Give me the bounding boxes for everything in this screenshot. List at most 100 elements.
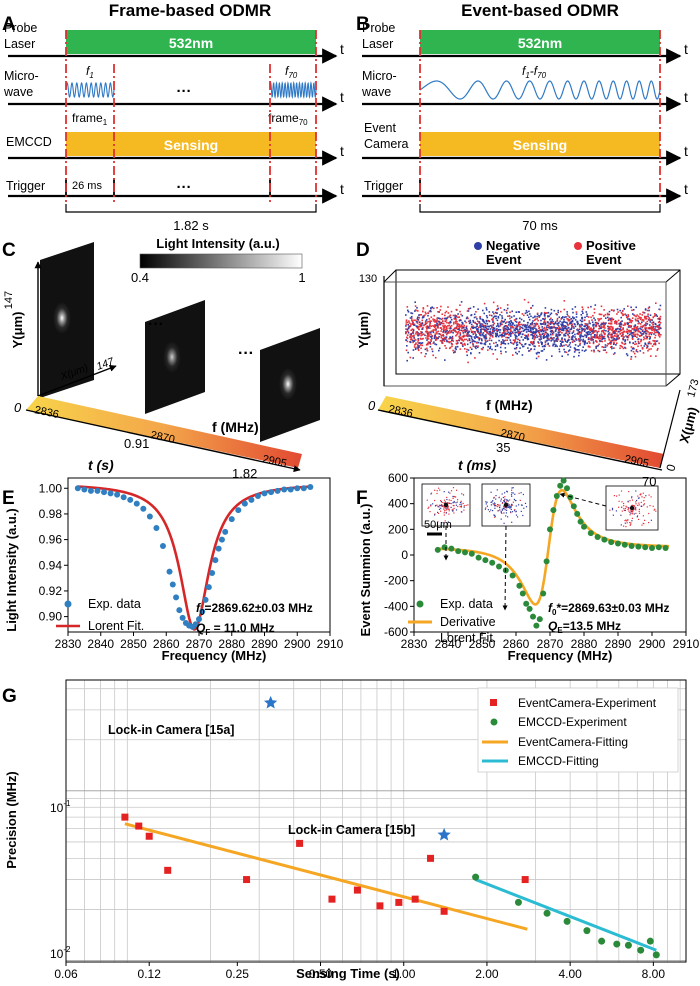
- event-point: [502, 342, 505, 344]
- inset-event-point: [504, 496, 506, 498]
- event-point: [562, 329, 564, 332]
- event-point: [550, 340, 552, 342]
- event-point: [569, 346, 572, 348]
- event-point: [620, 316, 622, 319]
- g-legend-marker-emccd: [490, 718, 498, 726]
- event-point: [511, 342, 513, 344]
- event-point: [532, 320, 534, 322]
- event-point: [594, 335, 596, 337]
- inset-event-point: [621, 510, 623, 512]
- inset-event-point: [631, 520, 633, 522]
- event-point: [644, 322, 647, 324]
- event-point: [632, 350, 635, 353]
- event-point: [613, 330, 615, 333]
- event-point: [528, 330, 531, 333]
- event-point: [424, 348, 427, 351]
- event-point: [655, 302, 657, 304]
- event-point: [468, 339, 471, 342]
- inset-event-point: [624, 507, 627, 509]
- event-point: [640, 317, 642, 319]
- event-point: [505, 351, 507, 353]
- g-emccd-point: [472, 873, 480, 881]
- event-point: [527, 330, 530, 332]
- event-point: [611, 345, 613, 348]
- event-point: [538, 327, 541, 329]
- event-point: [622, 327, 624, 330]
- event-point: [575, 316, 578, 318]
- inset-event-point: [635, 512, 637, 514]
- event-point: [535, 328, 537, 330]
- e-data-point: [241, 500, 248, 507]
- event-point: [515, 328, 518, 330]
- event-point: [593, 327, 595, 330]
- inset-event-point: [463, 505, 465, 507]
- event-point: [603, 315, 605, 317]
- event-point: [543, 335, 545, 337]
- f-data-point: [553, 492, 560, 499]
- event-point: [573, 323, 576, 325]
- event-point: [651, 329, 653, 332]
- event-point: [475, 316, 477, 318]
- event-point: [615, 330, 617, 332]
- event-point: [613, 329, 616, 332]
- event-point: [542, 330, 544, 332]
- x-tick-label: 2910: [673, 637, 700, 651]
- event-point: [537, 325, 540, 327]
- inset-event-point: [437, 511, 439, 513]
- mw-label-a2: wave: [3, 85, 33, 99]
- event-point: [559, 328, 562, 330]
- inset-event-point: [484, 508, 486, 510]
- e-data-point: [228, 516, 235, 523]
- event-point: [590, 327, 592, 329]
- event-point: [472, 345, 475, 348]
- event-point: [421, 319, 423, 322]
- event-point: [513, 329, 516, 331]
- inset-event-point: [508, 504, 510, 506]
- event-point: [585, 311, 588, 313]
- inset-event-point: [631, 517, 633, 519]
- event-point: [439, 333, 442, 335]
- event-point: [544, 336, 547, 338]
- event-point: [438, 333, 440, 335]
- event-point: [476, 320, 479, 322]
- event-point: [604, 332, 606, 335]
- event-point: [504, 332, 507, 334]
- event-point: [522, 339, 524, 341]
- event-point: [561, 324, 563, 327]
- event-point: [579, 342, 581, 345]
- event-point: [527, 337, 529, 340]
- event-point: [515, 337, 517, 340]
- event-point: [519, 327, 522, 330]
- event-point: [470, 328, 472, 330]
- x-tick-label: 4.00: [558, 967, 582, 981]
- event-point: [564, 334, 567, 337]
- event-point: [539, 329, 541, 331]
- x-tick-label: 0.12: [138, 967, 162, 981]
- event-point: [451, 330, 453, 332]
- panel-c-letter: C: [2, 240, 16, 261]
- inset-event-point: [621, 501, 623, 503]
- event-point: [469, 307, 472, 310]
- inset-event-point: [637, 515, 639, 517]
- g-event-point: [328, 895, 336, 903]
- event-point: [648, 317, 650, 319]
- event-point: [450, 316, 452, 319]
- event-point: [496, 344, 499, 346]
- event-point: [422, 316, 425, 318]
- colorbar: [139, 253, 303, 269]
- event-point: [592, 335, 594, 338]
- event-point: [644, 317, 646, 320]
- event-point: [481, 333, 484, 335]
- t-label-a3: t: [340, 143, 344, 159]
- panel-e-letter: E: [2, 488, 15, 509]
- sensing-bar-a: [66, 132, 316, 156]
- event-point: [645, 324, 647, 327]
- event-point: [516, 335, 518, 338]
- inset-event-point: [620, 490, 623, 492]
- event-point: [460, 324, 463, 326]
- event-point: [484, 326, 486, 329]
- event-point: [561, 339, 563, 341]
- event-point: [653, 340, 655, 342]
- event-point: [470, 335, 473, 338]
- event-point: [461, 321, 463, 324]
